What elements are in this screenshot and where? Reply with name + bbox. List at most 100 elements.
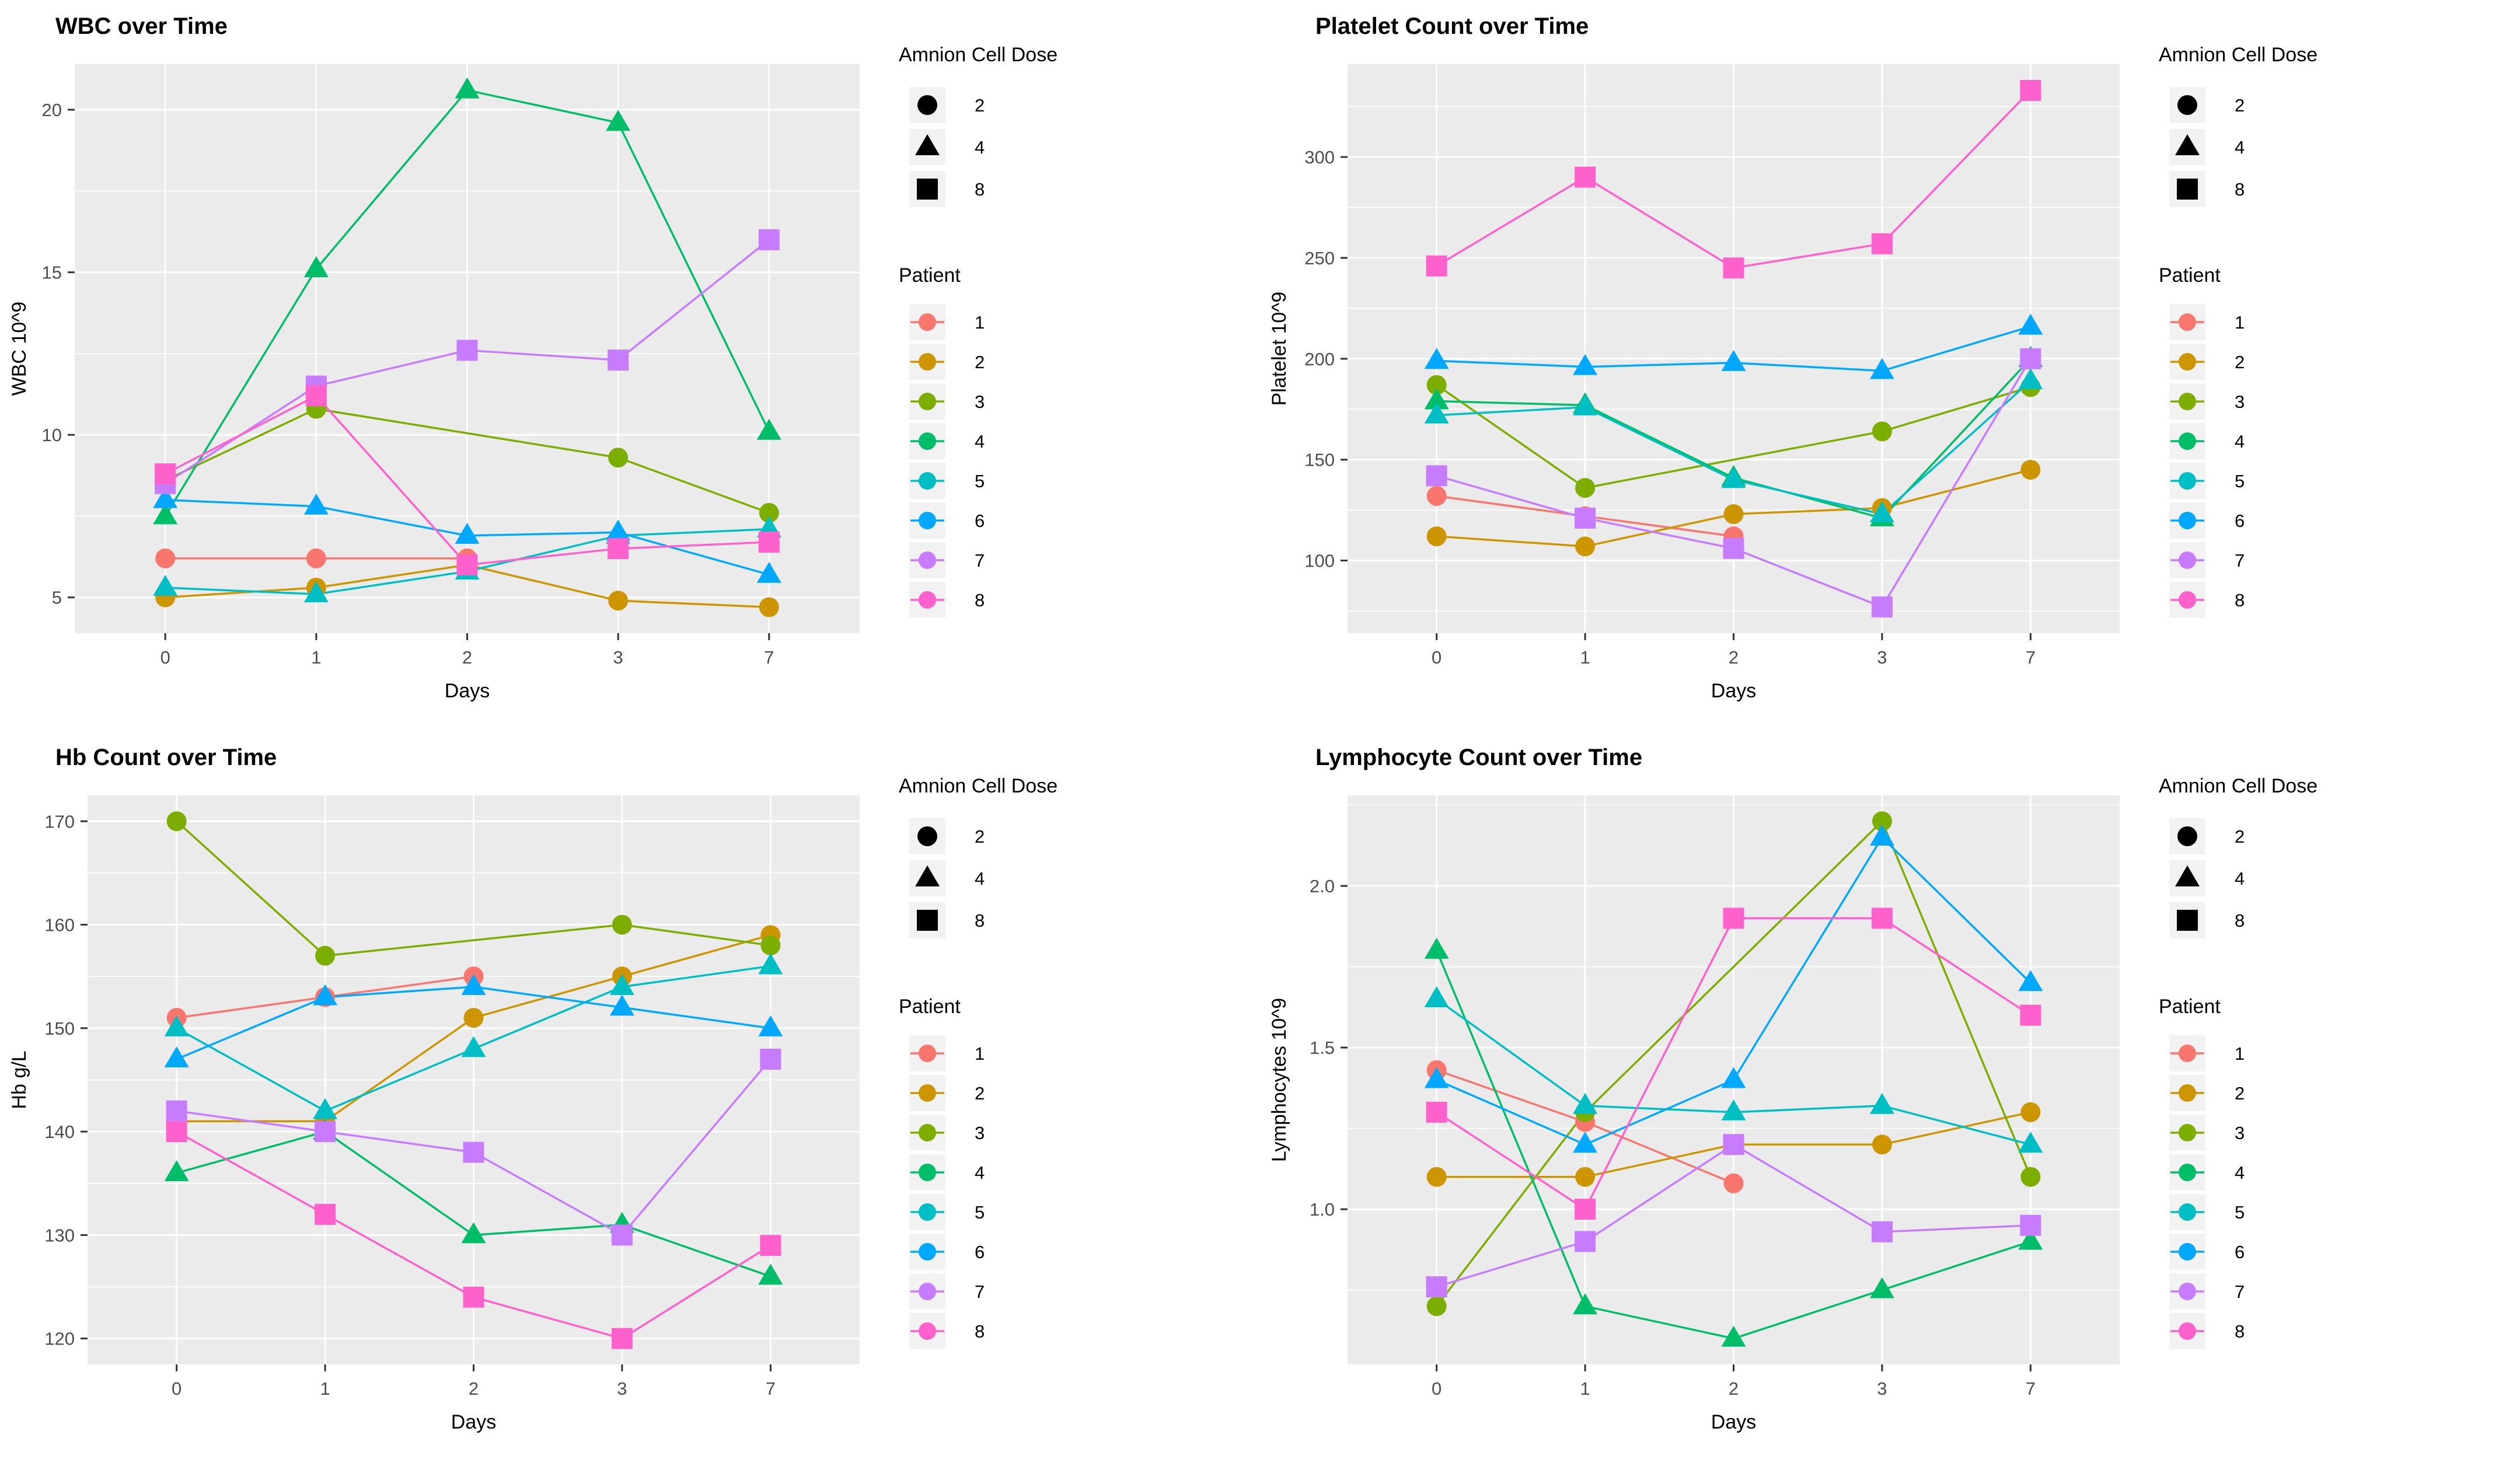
marker-patient-5-day-0 bbox=[164, 1015, 189, 1036]
marker-patient-2-day-1 bbox=[1575, 536, 1596, 557]
chart-title: WBC over Time bbox=[55, 13, 228, 39]
marker-patient-6-day-0 bbox=[1424, 1067, 1449, 1088]
y-tick-label: 5 bbox=[52, 588, 62, 608]
x-tick-label: 2 bbox=[462, 647, 472, 668]
x-tick-label: 0 bbox=[1432, 1378, 1442, 1399]
marker-patient-2-day-2 bbox=[463, 1008, 484, 1028]
marker-patient-6-day-2 bbox=[455, 522, 480, 544]
marker-patient-7-day-3 bbox=[1871, 1221, 1893, 1242]
legend-patient-key-icon bbox=[919, 512, 936, 529]
legend-patient-key-icon bbox=[2179, 1322, 2196, 1340]
legend-patient-label: 5 bbox=[2235, 471, 2245, 491]
legend-dose-label: 2 bbox=[2235, 95, 2245, 116]
marker-patient-7-day-7 bbox=[2020, 348, 2041, 369]
legend-dose-label: 8 bbox=[975, 910, 985, 931]
marker-patient-3-day-1 bbox=[315, 945, 336, 966]
legend-patient-key-icon bbox=[2179, 591, 2196, 609]
legend-patient-label: 7 bbox=[2235, 550, 2245, 571]
marker-patient-6-day-7 bbox=[756, 561, 781, 583]
legend-patient-label: 4 bbox=[975, 1162, 985, 1183]
legend-patient-key-icon bbox=[919, 1045, 936, 1062]
legend-patient-key-icon bbox=[2179, 1243, 2196, 1261]
y-tick-label: 170 bbox=[44, 811, 75, 832]
legend-dose-label: 8 bbox=[975, 179, 985, 200]
marker-patient-6-day-3 bbox=[1869, 825, 1894, 846]
x-tick-label: 7 bbox=[2026, 647, 2036, 668]
legend-circle-icon bbox=[917, 826, 937, 846]
marker-patient-5-day-1 bbox=[1573, 1092, 1598, 1114]
marker-patient-7-day-0 bbox=[1426, 465, 1447, 487]
marker-patient-5-day-3 bbox=[609, 973, 634, 995]
series-line-patient-3 bbox=[176, 820, 771, 957]
x-axis-title: Days bbox=[451, 1411, 496, 1433]
marker-patient-8-day-1 bbox=[315, 1203, 336, 1225]
marker-patient-3-day-1 bbox=[1575, 478, 1596, 498]
marker-patient-8-day-7 bbox=[760, 1235, 781, 1256]
marker-patient-4-day-2 bbox=[455, 77, 480, 99]
legend-triangle-icon bbox=[2175, 134, 2200, 155]
marker-patient-1-day-1 bbox=[306, 548, 326, 568]
marker-patient-5-day-7 bbox=[2018, 1132, 2043, 1153]
marker-patient-5-day-0 bbox=[1424, 402, 1449, 424]
marker-patient-2-day-3 bbox=[1872, 1134, 1892, 1155]
marker-patient-7-day-7 bbox=[758, 229, 780, 250]
y-tick-label: 20 bbox=[42, 100, 62, 120]
legend-patient-key-icon bbox=[919, 1243, 936, 1261]
x-tick-label: 0 bbox=[1432, 647, 1442, 668]
legend-dose-label: 2 bbox=[2235, 826, 2245, 847]
marker-patient-5-day-1 bbox=[1573, 394, 1598, 415]
marker-patient-5-day-2 bbox=[1721, 1099, 1746, 1120]
legend-dose-label: 4 bbox=[2235, 137, 2245, 158]
legend-patient-label: 2 bbox=[975, 352, 985, 372]
marker-patient-3-day-0 bbox=[1426, 1296, 1447, 1317]
marker-patient-8-day-7 bbox=[2020, 1004, 2041, 1026]
legend-patient-label: 3 bbox=[2235, 1123, 2245, 1143]
y-axis-title: Lymphocytes 10^9 bbox=[1268, 998, 1290, 1162]
y-tick-label: 130 bbox=[44, 1225, 75, 1245]
marker-patient-7-day-2 bbox=[1723, 537, 1744, 559]
marker-patient-3-day-3 bbox=[612, 914, 632, 935]
marker-patient-7-day-3 bbox=[611, 1224, 633, 1246]
y-tick-label: 1.0 bbox=[1310, 1199, 1335, 1220]
marker-patient-2-day-3 bbox=[608, 591, 629, 611]
legend-patient-key-icon bbox=[919, 313, 936, 331]
marker-patient-3-day-7 bbox=[2020, 1167, 2041, 1187]
y-tick-label: 250 bbox=[1304, 248, 1335, 268]
marker-patient-8-day-0 bbox=[1426, 255, 1447, 277]
marker-patient-7-day-0 bbox=[1426, 1276, 1447, 1298]
marker-patient-6-day-7 bbox=[758, 1015, 783, 1036]
legend-square-icon bbox=[2177, 910, 2198, 931]
x-axis-title: Days bbox=[445, 680, 490, 702]
y-tick-label: 15 bbox=[42, 263, 62, 283]
marker-patient-4-day-1 bbox=[303, 256, 329, 277]
legend-patient-key-icon bbox=[2179, 393, 2196, 410]
legend-triangle-icon bbox=[2175, 865, 2200, 886]
legend-patient-label: 6 bbox=[2235, 1242, 2245, 1262]
legend-patient-key-icon bbox=[919, 1322, 936, 1340]
x-tick-label: 2 bbox=[1729, 647, 1739, 668]
legend-patient-key-icon bbox=[2179, 1164, 2196, 1181]
y-axis-title: Platelet 10^9 bbox=[1268, 292, 1290, 406]
marker-patient-8-day-7 bbox=[2020, 79, 2041, 101]
marker-patient-2-day-0 bbox=[1426, 1167, 1447, 1187]
legend-patient-label: 2 bbox=[2235, 1083, 2245, 1104]
legend-triangle-icon bbox=[915, 134, 940, 155]
legend-patient-label: 1 bbox=[2235, 312, 2245, 333]
marker-patient-2-day-7 bbox=[759, 597, 779, 617]
y-tick-label: 140 bbox=[44, 1122, 75, 1142]
marker-patient-7-day-1 bbox=[315, 1121, 336, 1143]
legend-dose-label: 2 bbox=[975, 95, 985, 116]
marker-patient-5-day-3 bbox=[1869, 501, 1894, 523]
x-tick-label: 1 bbox=[320, 1378, 330, 1399]
legend-square-icon bbox=[917, 179, 938, 200]
legend-patient-key-icon bbox=[919, 472, 936, 490]
marker-patient-2-day-1 bbox=[1575, 1167, 1596, 1187]
legend-patient-key-icon bbox=[2179, 472, 2196, 490]
marker-patient-4-day-7 bbox=[756, 418, 781, 440]
hb-chart-svg: Hb Count over Time 120 130 140 150 160 170 0 1 2 3… bbox=[8, 745, 1057, 1433]
legend-patient-label: 1 bbox=[2235, 1043, 2245, 1064]
marker-patient-6-day-3 bbox=[1869, 358, 1894, 379]
y-tick-label: 2.0 bbox=[1310, 876, 1335, 896]
marker-patient-6-day-1 bbox=[1573, 354, 1598, 375]
